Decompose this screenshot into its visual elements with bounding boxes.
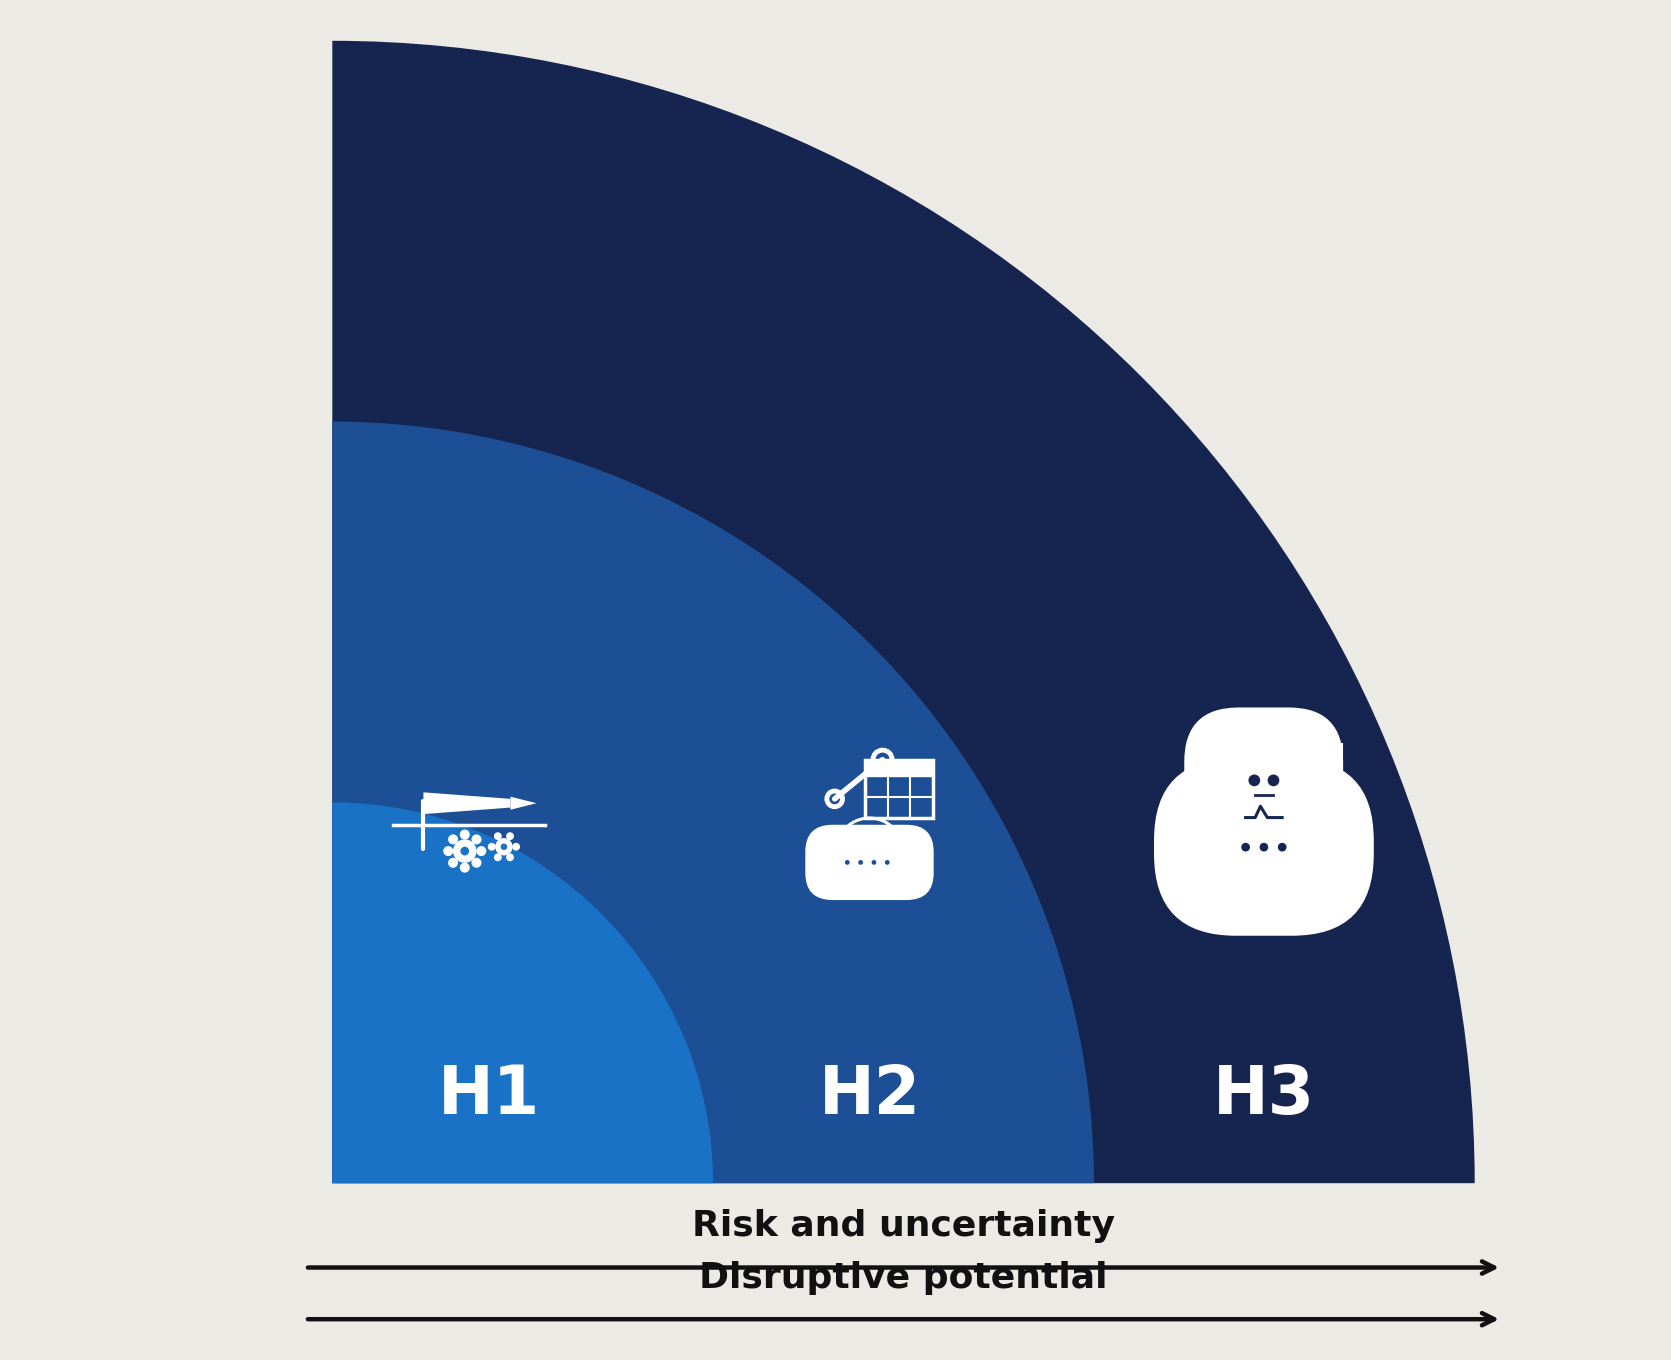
Circle shape: [448, 858, 458, 868]
Circle shape: [1242, 843, 1250, 851]
Circle shape: [476, 846, 486, 855]
Circle shape: [886, 860, 889, 865]
Circle shape: [495, 832, 501, 840]
Circle shape: [506, 832, 515, 840]
Circle shape: [488, 843, 496, 850]
Text: H3: H3: [1213, 1062, 1315, 1127]
Circle shape: [846, 860, 849, 865]
FancyBboxPatch shape: [866, 760, 932, 777]
Circle shape: [495, 838, 513, 855]
Circle shape: [448, 835, 458, 845]
Polygon shape: [510, 797, 536, 809]
Wedge shape: [333, 41, 1475, 1183]
Text: Disruptive potential: Disruptive potential: [698, 1261, 1108, 1295]
Circle shape: [1260, 738, 1268, 747]
Circle shape: [460, 830, 470, 839]
Circle shape: [859, 860, 862, 865]
Circle shape: [471, 835, 481, 845]
Circle shape: [872, 860, 876, 865]
FancyBboxPatch shape: [1155, 759, 1374, 936]
Circle shape: [513, 843, 520, 850]
FancyBboxPatch shape: [1183, 745, 1345, 895]
Circle shape: [1278, 843, 1287, 851]
Circle shape: [506, 853, 515, 861]
Text: H2: H2: [819, 1062, 921, 1127]
Circle shape: [495, 853, 501, 861]
Circle shape: [443, 846, 453, 855]
Text: H1: H1: [438, 1062, 540, 1127]
FancyBboxPatch shape: [1185, 707, 1343, 853]
Circle shape: [1248, 774, 1260, 786]
Circle shape: [453, 839, 476, 862]
Circle shape: [1268, 774, 1280, 786]
Wedge shape: [333, 422, 1095, 1183]
Circle shape: [461, 847, 470, 855]
Circle shape: [501, 843, 508, 850]
Text: Risk and uncertainty: Risk and uncertainty: [692, 1209, 1115, 1243]
Circle shape: [460, 862, 470, 873]
FancyBboxPatch shape: [805, 824, 934, 900]
Circle shape: [1260, 843, 1268, 851]
Circle shape: [471, 858, 481, 868]
Wedge shape: [333, 802, 714, 1183]
Polygon shape: [423, 793, 510, 815]
